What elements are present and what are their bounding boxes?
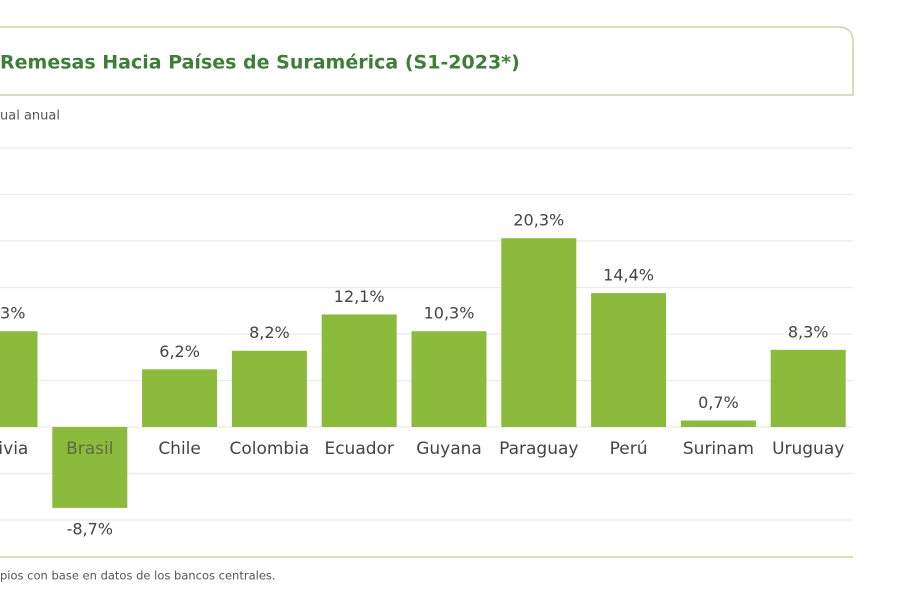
chart-title: Remesas Hacia Países de Suramérica (S1-2…: [0, 52, 520, 74]
bar: [501, 238, 577, 427]
x-tick-label: Guyana: [416, 439, 482, 459]
bar: [0, 331, 38, 427]
chart-subtitle: ual anual: [0, 109, 60, 124]
value-label: 10,3%: [424, 304, 475, 323]
value-label: 0,7%: [698, 393, 739, 412]
x-tick-label: Brasil: [66, 439, 113, 459]
x-tick-label: Surinam: [683, 439, 754, 459]
value-label: -8,7%: [67, 519, 113, 538]
value-label: 12,1%: [334, 287, 385, 306]
value-label: 6,2%: [159, 342, 200, 361]
title-frame: [0, 26, 854, 96]
x-tick-label: Colombia: [229, 439, 309, 459]
bar: [231, 350, 307, 427]
value-label: 8,3%: [788, 322, 829, 341]
x-tick-label: Perú: [610, 439, 648, 459]
x-tick-label: Ecuador: [324, 439, 393, 459]
bar: [52, 427, 128, 508]
x-tick-label: Paraguay: [499, 439, 578, 459]
bar: [770, 349, 846, 427]
bar: [411, 331, 487, 427]
value-label: 10,3%: [0, 304, 25, 323]
value-label: 8,2%: [249, 323, 290, 342]
x-tick-label: Bolivia: [0, 439, 28, 459]
value-label: 14,4%: [603, 266, 654, 285]
value-label: 20,3%: [513, 211, 564, 230]
chart-note: pios con base en datos de los bancos cen…: [0, 569, 276, 583]
bar: [680, 420, 756, 427]
x-tick-label: Chile: [158, 439, 201, 459]
bar: [142, 369, 218, 427]
x-tick-label: Uruguay: [772, 439, 844, 459]
bar: [321, 314, 397, 427]
bar: [591, 293, 667, 427]
